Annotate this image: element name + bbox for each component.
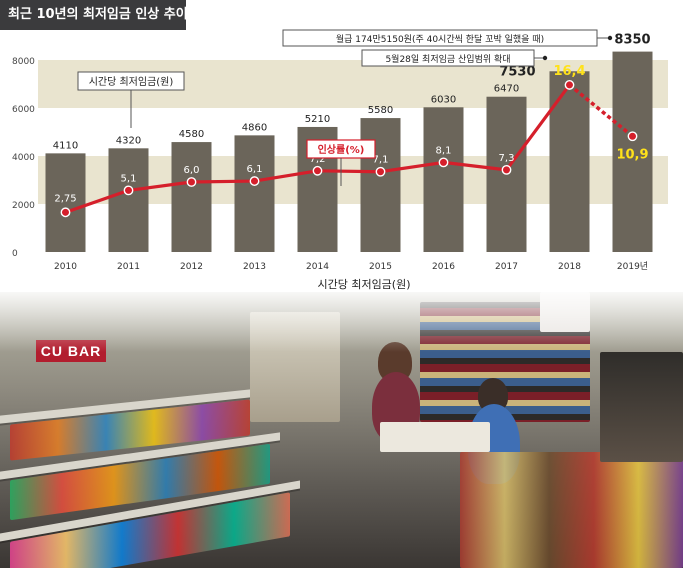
legend-rate-label: 인상률(%) [318,143,365,156]
rate-point [564,80,575,90]
rate-point [501,164,512,175]
rate-point [312,165,323,176]
range-decision-dot [542,55,548,61]
y-tick-label: 2000 [12,201,35,211]
rate-point [375,166,386,177]
rate-point [249,176,260,186]
rate-value-label: 6,1 [247,164,263,175]
rate-value-label: 7,1 [373,155,389,166]
monthly-pay-label: 월급 174만5150원(주 40시간씩 한달 꼬박 일했을 때) [336,33,544,45]
y-tick-label: 6000 [12,105,35,115]
x-axis-title: 시간당 최저임금(원) [317,278,410,291]
bar-value-label: 7530 [499,64,535,79]
rate-value-label: 6,0 [184,165,200,176]
bar [108,148,149,252]
x-tick-label: 2013 [243,262,266,272]
chart-title: 최근 10년의 최저임금 인상 추이 [0,0,186,30]
bar-value-label: 5580 [368,105,393,116]
rate-point [123,185,134,196]
x-tick-label: 2017 [495,262,518,272]
monthly-pay-dot [607,35,613,41]
x-tick-label: 2010 [54,262,77,272]
rate-value-label: 10,9 [616,147,648,162]
y-tick-label: 8000 [12,57,35,67]
bar-value-label: 4110 [53,140,78,151]
legend-hourly-label: 시간당 최저임금(원) [89,75,174,88]
bar [612,51,653,252]
bar-value-label: 4320 [116,135,141,146]
rate-point [60,207,71,218]
bar-value-label: 4860 [242,122,267,133]
bar [45,153,86,252]
bar-value-label: 6470 [494,84,519,95]
rate-point [438,157,449,168]
bar [234,135,275,252]
x-tick-label: 2015 [369,262,392,272]
bar-value-label: 8350 [614,33,650,48]
bar [423,107,464,252]
x-tick-label: 2016 [432,262,455,272]
bar [171,142,212,252]
bar-value-label: 5210 [305,114,330,125]
rate-value-label: 7,3 [499,153,515,164]
convenience-store-photo: CU BAR [0,292,683,568]
rate-value-label: 16,4 [553,64,585,79]
x-tick-label: 2019년 [617,261,648,272]
range-decision-label: 5월28일 최저임금 산입범위 확대 [385,53,510,65]
bar-value-label: 4580 [179,129,204,140]
rate-point [186,177,197,187]
x-tick-label: 2014 [306,262,329,272]
rate-value-label: 2,75 [54,193,76,204]
rate-value-label: 8,1 [436,145,452,156]
x-tick-label: 2018 [558,262,581,272]
x-tick-label: 2012 [180,262,203,272]
y-tick-label: 4000 [12,153,35,163]
bar [360,118,401,252]
y-tick-label: 0 [12,249,18,259]
rate-value-label: 7,2 [310,154,326,165]
bar-value-label: 6030 [431,94,456,105]
wage-chart: 0 2000 4000 6000 8000 4110 4320 4580 4860 5210 55… [12,29,668,291]
rate-value-label: 5,1 [121,173,137,184]
bar [549,71,590,252]
rate-point [627,131,638,142]
x-tick-label: 2011 [117,262,140,272]
